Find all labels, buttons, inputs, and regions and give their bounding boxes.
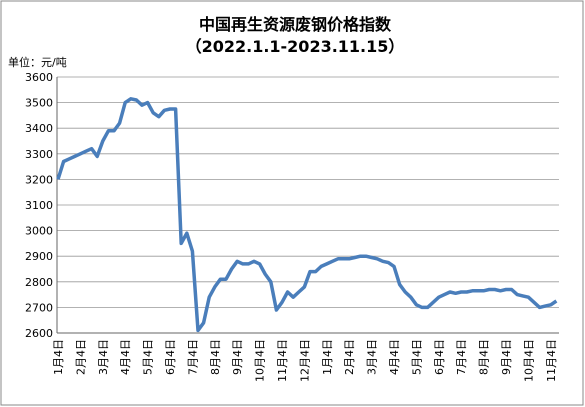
x-tick-label: 8月4日	[209, 339, 222, 375]
x-tick-label: 4月4日	[119, 339, 132, 375]
x-tick-label: 9月4日	[231, 339, 244, 375]
x-tick-label: 9月4日	[500, 339, 513, 375]
y-tick-label: 3600	[25, 71, 53, 84]
x-tick-label: 6月4日	[433, 339, 446, 375]
y-tick-label: 3300	[25, 148, 53, 161]
chart-title: 中国再生资源废钢价格指数	[199, 15, 392, 34]
chart-subtitle: （2022.1.1-2023.11.15）	[186, 37, 405, 56]
x-tick-label: 12月4日	[298, 339, 311, 382]
x-tick-label: 3月4日	[366, 339, 379, 375]
x-tick-label: 8月4日	[478, 339, 491, 375]
x-tick-label: 2月4日	[74, 339, 87, 375]
y-tick-label: 3200	[25, 173, 53, 186]
y-tick-label: 3500	[25, 97, 53, 110]
x-tick-label: 11月4日	[545, 339, 558, 382]
x-tick-label: 3月4日	[97, 339, 110, 375]
y-tick-label: 3400	[25, 122, 53, 135]
y-tick-label: 3000	[25, 225, 53, 238]
x-tick-label: 4月4日	[388, 339, 401, 375]
y-tick-label: 2900	[25, 250, 53, 263]
series-line	[56, 97, 558, 333]
x-tick-label: 1月4日	[52, 339, 65, 375]
y-tick-label: 2600	[25, 327, 53, 340]
x-tick-label: 7月4日	[186, 339, 199, 375]
y-tick-label: 3100	[25, 199, 53, 212]
unit-label: 单位：元/吨	[8, 55, 67, 69]
x-tick-label: 5月4日	[410, 339, 423, 375]
x-tick-label: 1月4日	[321, 339, 334, 375]
x-tick-label: 6月4日	[164, 339, 177, 375]
x-tick-label: 7月4日	[455, 339, 468, 375]
x-tick-label: 11月4日	[276, 339, 289, 382]
x-tick-label: 10月4日	[254, 339, 267, 382]
x-tick-label: 10月4日	[522, 339, 535, 382]
x-tick-label: 2月4日	[343, 339, 356, 375]
y-tick-label: 2700	[25, 301, 53, 314]
y-tick-label: 2800	[25, 276, 53, 289]
x-tick-label: 5月4日	[142, 339, 155, 375]
